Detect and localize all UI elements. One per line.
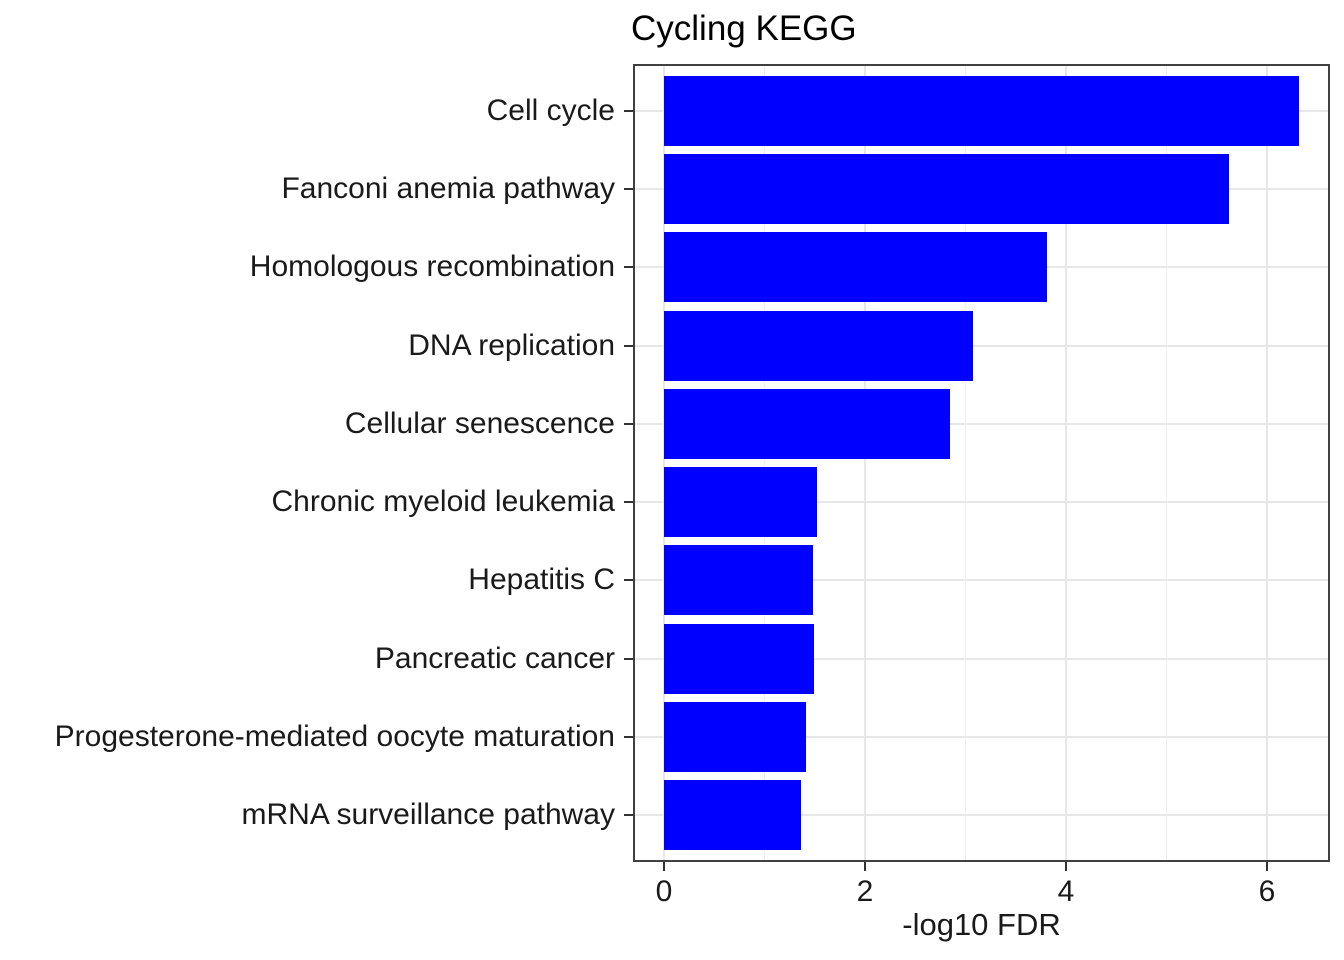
bar (664, 389, 950, 459)
x-axis-tick-label: 6 (1258, 875, 1276, 908)
y-axis-tick (624, 658, 633, 660)
x-axis-tick (663, 862, 665, 871)
bar (664, 154, 1229, 224)
gridline-major-horizontal (635, 345, 1328, 347)
y-axis-label: Cellular senescence (344, 407, 615, 440)
bar (664, 624, 814, 694)
gridline-major-horizontal (635, 736, 1328, 738)
y-axis-label: Homologous recombination (249, 250, 615, 283)
gridline-minor-vertical (965, 66, 966, 860)
bar (664, 702, 806, 772)
y-axis-label: Cell cycle (486, 94, 615, 127)
y-axis-tick (624, 814, 633, 816)
x-axis-tick-label: 0 (655, 875, 673, 908)
gridline-minor-vertical (764, 66, 765, 860)
chart-title: Cycling KEGG (631, 9, 857, 48)
gridline-major-vertical (864, 66, 866, 860)
y-axis-tick (624, 345, 633, 347)
bar (664, 545, 813, 615)
gridline-major-horizontal (635, 658, 1328, 660)
gridline-major-horizontal (635, 814, 1328, 816)
x-axis-tick-label: 2 (856, 875, 874, 908)
y-axis-tick (624, 188, 633, 190)
y-axis-tick (624, 501, 633, 503)
x-axis-tick (864, 862, 866, 871)
y-axis-tick (624, 423, 633, 425)
y-axis-label: Chronic myeloid leukemia (271, 485, 615, 518)
x-axis-tick-label: 4 (1057, 875, 1075, 908)
bar (664, 467, 817, 537)
bar (664, 76, 1299, 146)
y-axis-label: Pancreatic cancer (374, 642, 615, 675)
x-axis-tick (1065, 862, 1067, 871)
gridline-major-vertical (663, 66, 665, 860)
plot-panel-border (633, 64, 1330, 862)
y-axis-tick (624, 110, 633, 112)
gridline-major-horizontal (635, 579, 1328, 581)
y-axis-tick (624, 266, 633, 268)
gridline-minor-vertical (1166, 66, 1167, 860)
x-axis-tick (1266, 862, 1268, 871)
gridline-major-vertical (1266, 66, 1268, 860)
y-axis-label: Progesterone-mediated oocyte maturation (54, 720, 615, 753)
gridline-major-horizontal (635, 501, 1328, 503)
y-axis-label: Hepatitis C (468, 563, 615, 596)
x-axis-title: -log10 FDR (902, 907, 1061, 942)
bar (664, 232, 1047, 302)
bar (664, 780, 801, 850)
y-axis-tick (624, 736, 633, 738)
y-axis-tick (624, 579, 633, 581)
y-axis-label: Fanconi anemia pathway (281, 172, 615, 205)
gridline-major-vertical (1065, 66, 1067, 860)
y-axis-label: DNA replication (408, 329, 615, 362)
gridline-major-horizontal (635, 423, 1328, 425)
bar (664, 311, 973, 381)
y-axis-label: mRNA surveillance pathway (241, 798, 616, 831)
